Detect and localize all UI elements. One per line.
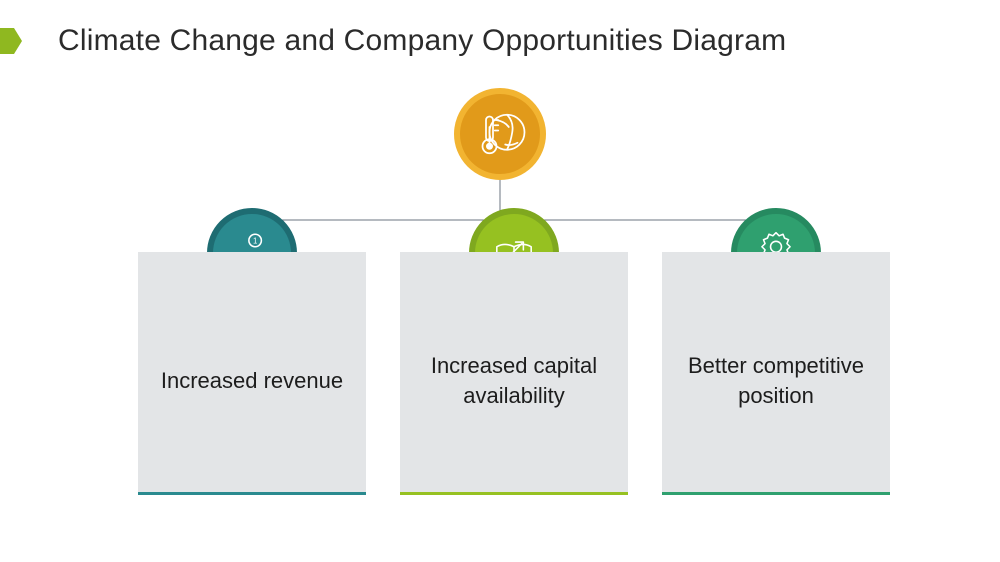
climate-thermometer-globe-icon <box>472 106 528 162</box>
card-capital: Increased capital availability <box>400 252 628 492</box>
cards-row: 1 Increased revenue Increased capital av… <box>138 252 890 492</box>
card-body-competitive: Better competitive position <box>662 252 890 492</box>
card-underline-revenue <box>138 492 366 495</box>
card-label-capital: Increased capital availability <box>422 351 606 410</box>
card-competitive: Better competitive position <box>662 252 890 492</box>
card-body-revenue: Increased revenue <box>138 252 366 492</box>
card-underline-competitive <box>662 492 890 495</box>
root-node <box>454 88 546 180</box>
card-underline-capital <box>400 492 628 495</box>
card-label-competitive: Better competitive position <box>684 351 868 410</box>
svg-text:1: 1 <box>253 237 257 246</box>
card-body-capital: Increased capital availability <box>400 252 628 492</box>
card-label-revenue: Increased revenue <box>161 366 343 396</box>
card-revenue: 1 Increased revenue <box>138 252 366 492</box>
